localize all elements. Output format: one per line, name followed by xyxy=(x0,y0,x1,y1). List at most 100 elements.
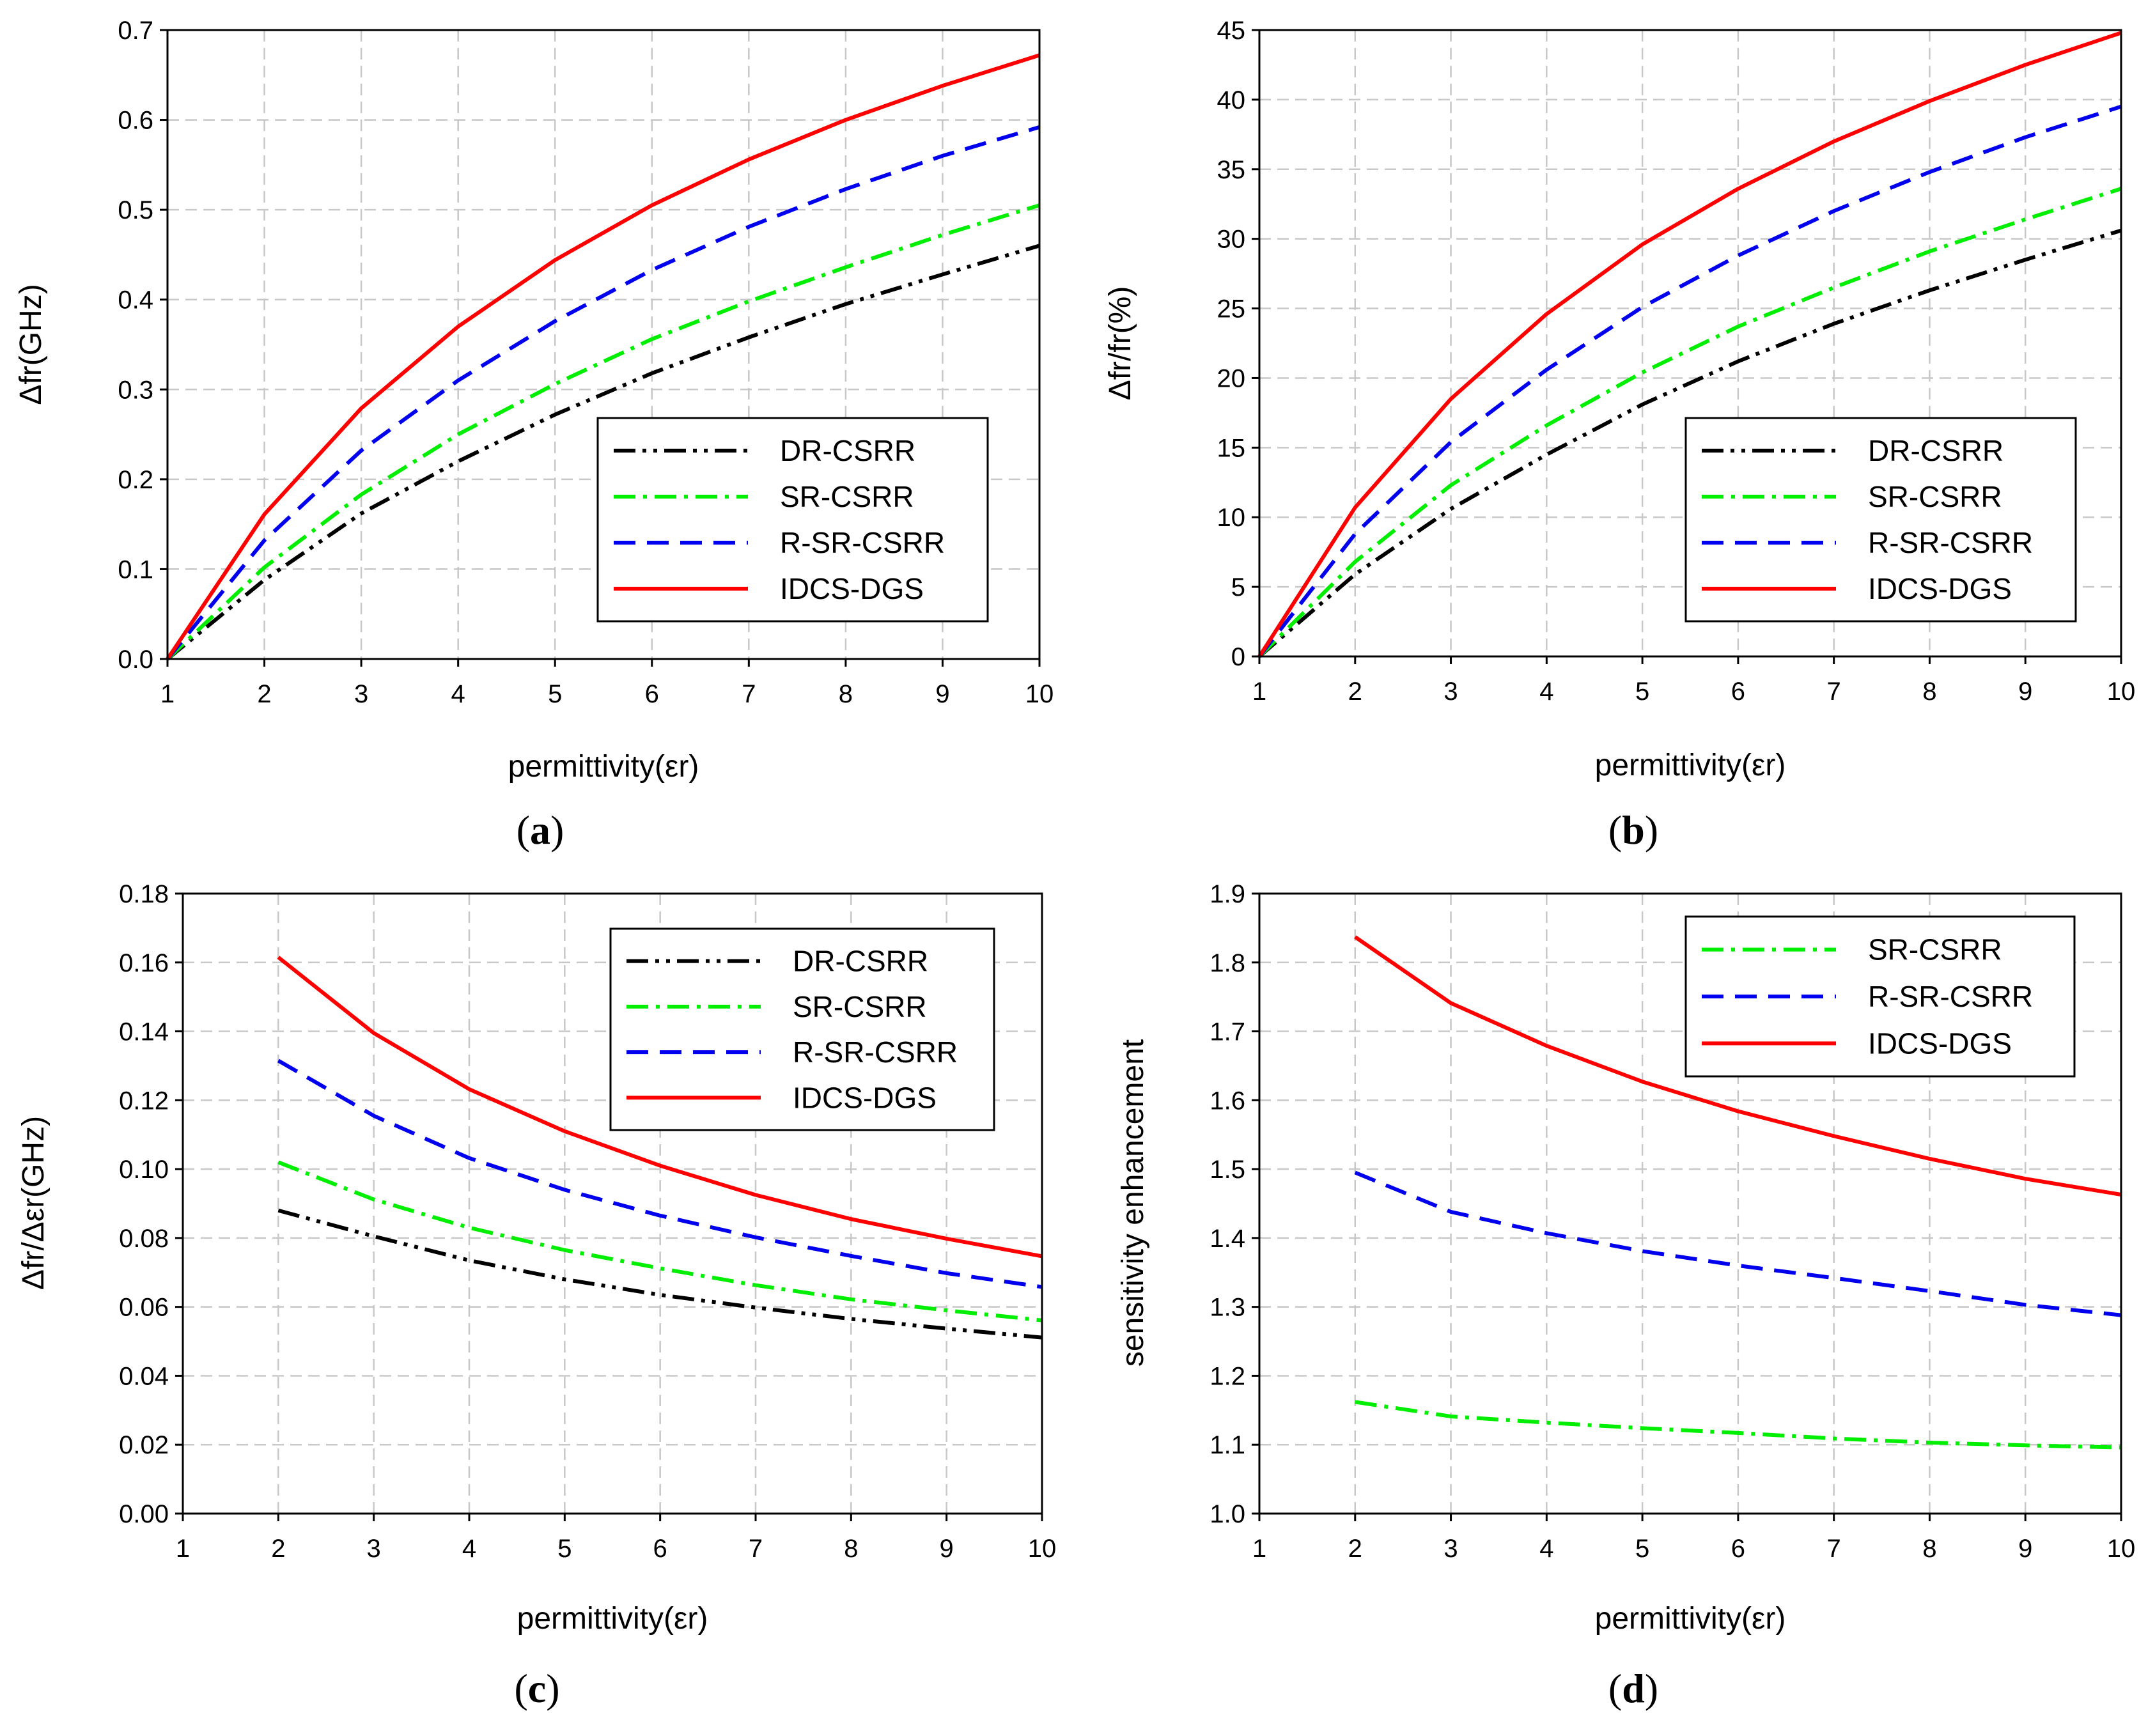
y-tick-label: 1.4 xyxy=(1210,1225,1245,1253)
y-tick-label: 1.8 xyxy=(1210,949,1245,977)
legend-label: IDCS-DGS xyxy=(793,1081,937,1114)
x-tick-label: 1 xyxy=(160,680,175,708)
series-line-idcs-dgs xyxy=(277,956,1043,1259)
y-tick-label: 1.0 xyxy=(1210,1500,1245,1528)
legend-label: DR-CSRR xyxy=(780,434,915,467)
legend: DR-CSRR SR-CSRR R-SR-CSRR IDCS-DGS xyxy=(596,417,989,623)
series-line-idcs-dgs xyxy=(166,53,1040,660)
series-line-idcs-dgs xyxy=(1354,935,2122,1197)
y-tick-label: 0.5 xyxy=(118,196,153,224)
x-tick-label: 3 xyxy=(367,1535,381,1563)
y-tick-label: 0.2 xyxy=(118,466,153,494)
x-tick-label: 9 xyxy=(935,680,949,708)
x-tick-label: 7 xyxy=(1827,678,1841,706)
y-tick-label: 0.02 xyxy=(119,1431,169,1459)
y-tick-label: 25 xyxy=(1217,295,1246,323)
series-line-r-sr-csrr xyxy=(1257,104,2122,658)
series-line-r-sr-csrr xyxy=(277,1058,1043,1289)
y-tick-label: 0.1 xyxy=(118,555,153,584)
x-tick-label: 5 xyxy=(1635,678,1649,706)
y-tick-label: 0.00 xyxy=(119,1500,169,1528)
y-tick-label: 10 xyxy=(1217,504,1246,532)
y-tick-label: 0.0 xyxy=(118,646,153,674)
x-tick-label: 7 xyxy=(742,680,756,708)
panel-caption: (a) xyxy=(517,807,564,853)
y-tick-label: 20 xyxy=(1217,364,1246,392)
legend-label: R-SR-CSRR xyxy=(793,1035,958,1069)
x-tick-label: 5 xyxy=(557,1535,572,1563)
y-tick-label: 40 xyxy=(1217,86,1246,114)
legend-label: SR-CSRR xyxy=(793,990,927,1023)
y-tick-label: 1.7 xyxy=(1210,1018,1245,1046)
x-tick-label: 1 xyxy=(176,1535,190,1563)
y-tick-label: 0.7 xyxy=(118,17,153,45)
legend: DR-CSRR SR-CSRR R-SR-CSRR IDCS-DGS xyxy=(1684,417,2077,623)
x-tick-label: 10 xyxy=(1028,1535,1057,1563)
chart-panel-b: 1 2 3 4 5 6 7 8 9 10051015202530354045permittivit… xyxy=(1103,17,2135,853)
series-line-dr-csrr xyxy=(166,244,1040,661)
series-line-sr-csrr xyxy=(166,203,1040,661)
x-tick-label: 4 xyxy=(1539,1535,1553,1563)
plot-frame xyxy=(1258,892,2122,1515)
y-tick-label: 0.12 xyxy=(119,1087,169,1115)
y-tick-label: 0.08 xyxy=(119,1225,169,1253)
x-tick-label: 8 xyxy=(844,1535,858,1563)
x-tick-label: 5 xyxy=(1635,1535,1649,1563)
series-line-r-sr-csrr xyxy=(166,125,1040,660)
y-tick-label: 0 xyxy=(1231,643,1245,671)
x-tick-label: 6 xyxy=(645,680,659,708)
x-tick-label: 6 xyxy=(653,1535,667,1563)
x-tick-label: 2 xyxy=(257,680,271,708)
x-tick-label: 8 xyxy=(839,680,853,708)
x-tick-label: 6 xyxy=(1731,1535,1745,1563)
chart-panel-d: 1 2 3 4 5 6 7 8 9 10 1.0 1.1 1.2 1.3 1.4 1.5 1.6 1.7 1.8 1.… xyxy=(1116,880,2135,1711)
plot-frame xyxy=(166,29,1041,660)
legend: SR-CSRR R-SR-CSRR IDCS-DGS xyxy=(1684,915,2076,1078)
x-tick-label: 3 xyxy=(354,680,368,708)
y-tick-label: 0.10 xyxy=(119,1156,169,1184)
series-line-idcs-dgs xyxy=(1257,31,2122,658)
x-tick-label: 4 xyxy=(462,1535,476,1563)
x-tick-label: 4 xyxy=(1539,678,1553,706)
plot-frame xyxy=(1258,29,2122,658)
plot-frame xyxy=(182,892,1043,1515)
y-tick-label: 0.04 xyxy=(119,1362,169,1390)
x-tick-label: 2 xyxy=(1348,1535,1362,1563)
y-tick-label: 0.4 xyxy=(118,286,153,314)
legend-label: R-SR-CSRR xyxy=(780,526,945,559)
y-tick-label: 35 xyxy=(1217,156,1246,184)
y-tick-label: 1.2 xyxy=(1210,1362,1245,1390)
chart-panel-c: 1 2 3 4 5 6 7 8 9 10 0.00 0.02 0.04 0.06 0.08 0.10 0.12 0… xyxy=(17,880,1056,1711)
x-tick-label: 1 xyxy=(1252,1535,1266,1563)
x-tick-label: 7 xyxy=(749,1535,763,1563)
y-tick-label: 15 xyxy=(1217,434,1246,462)
y-tick-label: 0.14 xyxy=(119,1018,169,1046)
panel-caption: (b) xyxy=(1608,807,1658,853)
legend-label: SR-CSRR xyxy=(1868,480,2002,513)
y-tick-label: 0.06 xyxy=(119,1294,169,1322)
x-tick-label: 6 xyxy=(1731,678,1745,706)
y-tick-label: 0.16 xyxy=(119,949,169,977)
x-tick-label: 10 xyxy=(1025,680,1054,708)
legend-label: SR-CSRR xyxy=(780,480,914,513)
legend-label: IDCS-DGS xyxy=(780,572,924,605)
x-tick-label: 2 xyxy=(1348,678,1362,706)
x-tick-label: 10 xyxy=(2107,1535,2136,1563)
chart-panel-a: 1 2 3 4 5 6 7 8 9 10 0.0 0.1 0.2 0.3 0.4 0.5 0.6 0.7 permi… xyxy=(14,17,1054,853)
legend-label: IDCS-DGS xyxy=(1868,1027,2012,1060)
x-tick-label: 8 xyxy=(1922,1535,1936,1563)
x-tick-label: 10 xyxy=(2107,678,2136,706)
y-tick-label: 1.3 xyxy=(1210,1294,1245,1322)
y-axis-label: Δfr/Δεr(GHz) xyxy=(17,1116,51,1290)
legend-label: DR-CSRR xyxy=(1868,434,2003,467)
y-tick-label: 1.6 xyxy=(1210,1087,1245,1115)
y-tick-label: 0.6 xyxy=(118,107,153,135)
y-tick-label: 45 xyxy=(1217,17,1246,45)
series-line-sr-csrr xyxy=(1257,187,2122,658)
x-tick-label: 9 xyxy=(940,1535,954,1563)
x-tick-label: 3 xyxy=(1443,1535,1458,1563)
x-tick-label: 8 xyxy=(1922,678,1936,706)
y-tick-label: 30 xyxy=(1217,226,1246,254)
legend-label: SR-CSRR xyxy=(1868,933,2002,966)
